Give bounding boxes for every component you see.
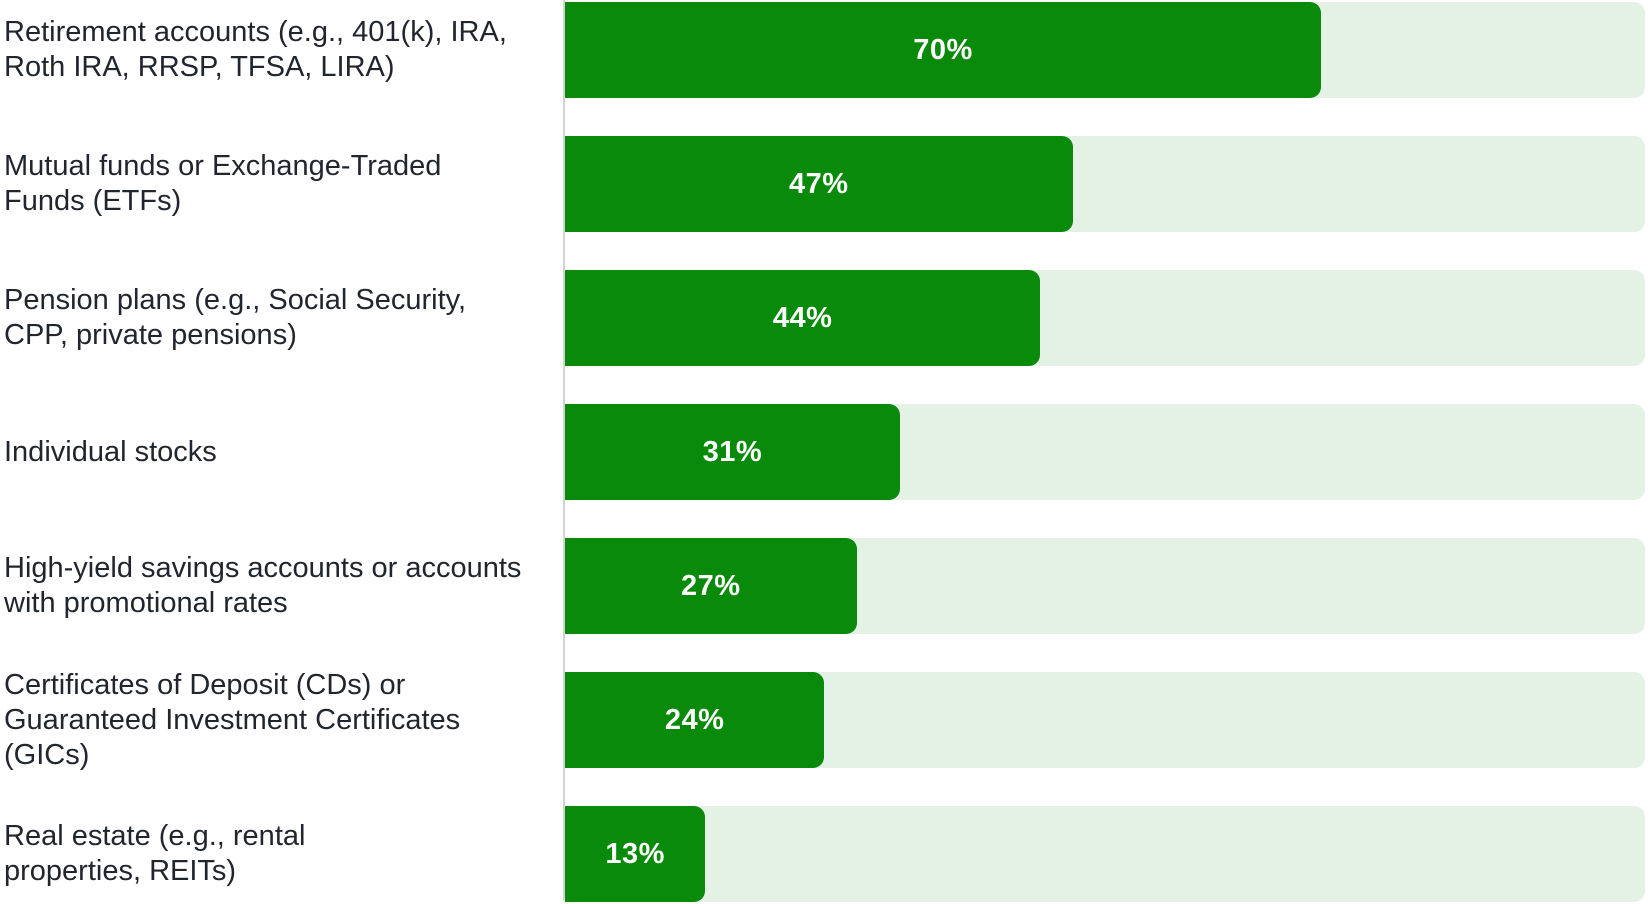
- category-label: Retirement accounts (e.g., 401(k), IRA, …: [4, 16, 507, 83]
- category-label: Pension plans (e.g., Social Security, CP…: [4, 284, 467, 351]
- bar-value-label: 27%: [681, 569, 741, 602]
- bar-row: Mutual funds or Exchange-Traded Funds (E…: [0, 136, 1645, 232]
- category-axis-line: [563, 0, 565, 900]
- bar-fill: 70%: [565, 2, 1321, 98]
- bar-value-label: 31%: [702, 435, 763, 468]
- bar-row: Retirement accounts (e.g., 401(k), IRA, …: [0, 2, 1645, 98]
- bar-row: Certificates of Deposit (CDs) or Guarant…: [0, 668, 1645, 771]
- bar-row: Individual stocks 31%: [0, 404, 1645, 500]
- bar-fill: 31%: [565, 404, 900, 500]
- bar-track: 70%: [565, 2, 1645, 98]
- category-label: Certificates of Deposit (CDs) or Guarant…: [4, 668, 461, 771]
- bar-fill: 24%: [565, 672, 825, 768]
- bar-track: 27%: [565, 538, 1645, 634]
- category-label: Individual stocks: [4, 435, 217, 468]
- bar-fill: 13%: [565, 806, 706, 902]
- bar-value-label: 70%: [913, 33, 973, 66]
- category-label: Real estate (e.g., rental properties, RE…: [4, 820, 306, 887]
- bar-fill: 27%: [565, 538, 857, 634]
- bar-row: High-yield savings accounts or accounts …: [0, 538, 1645, 634]
- bar-track: 31%: [565, 404, 1645, 500]
- bar-value-label: 44%: [772, 301, 833, 334]
- category-label: High-yield savings accounts or accounts …: [4, 552, 522, 619]
- bar-fill: 47%: [565, 136, 1073, 232]
- bar-value-label: 24%: [664, 703, 725, 736]
- bar-track: 44%: [565, 270, 1645, 366]
- bar-track: 13%: [565, 806, 1645, 902]
- bar-row: Pension plans (e.g., Social Security, CP…: [0, 270, 1645, 366]
- bar-track: 24%: [565, 672, 1645, 768]
- bar-value-label: 47%: [789, 167, 849, 200]
- bar-row: Real estate (e.g., rental properties, RE…: [0, 806, 1645, 902]
- bar-track: 47%: [565, 136, 1645, 232]
- bar-value-label: 13%: [605, 837, 665, 870]
- category-label: Mutual funds or Exchange-Traded Funds (E…: [4, 150, 442, 217]
- bar-fill: 44%: [565, 270, 1041, 366]
